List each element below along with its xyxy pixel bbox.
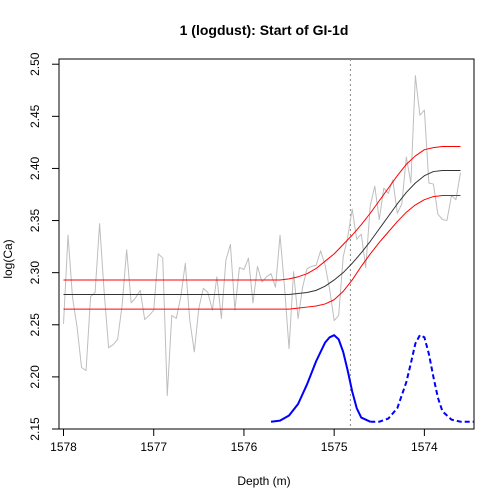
x-tick-label: 1578: [50, 440, 77, 454]
x-tick-label: 1575: [321, 440, 348, 454]
y-tick-label: 2.40: [28, 156, 42, 180]
series-fit-mean-line: [63, 170, 461, 296]
plot-frame: [58, 58, 475, 430]
x-tick-label: 1574: [411, 440, 438, 454]
series-layer: [63, 59, 474, 429]
y-tick-label: 2.20: [28, 365, 42, 389]
series-onset-density-line: [270, 334, 371, 423]
y-tick-label: 2.25: [28, 313, 42, 337]
y-axis-label: log(Ca): [1, 239, 15, 278]
x-axis: 1578 1577 1576 1575 1574: [50, 428, 438, 454]
y-tick-label: 2.45: [28, 104, 42, 128]
chart-title: 1 (logdust): Start of GI-1d: [180, 22, 349, 38]
y-tick-label: 2.30: [28, 261, 42, 285]
x-tick-label: 1577: [140, 440, 167, 454]
y-axis: 2.15 2.20 2.25 2.30 2.35 2.40 2.45 2.50: [28, 52, 60, 441]
series-observations-line: [63, 75, 461, 397]
x-tick-label: 1576: [231, 440, 258, 454]
series-fit-lower-line: [63, 195, 461, 310]
y-tick-label: 2.35: [28, 209, 42, 233]
series-end-density-line: [370, 334, 474, 423]
x-axis-label: Depth (m): [237, 474, 290, 488]
series-fit-upper-line: [63, 146, 461, 281]
y-tick-label: 2.50: [28, 52, 42, 76]
y-tick-label: 2.15: [28, 417, 42, 441]
